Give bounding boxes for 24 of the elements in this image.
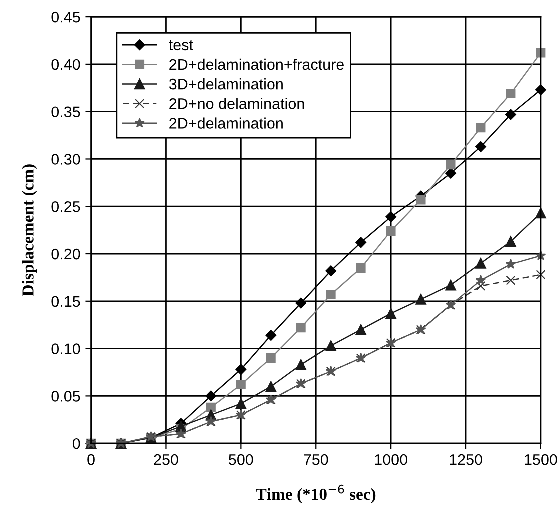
x-tick-label: 0 [88, 454, 95, 466]
x-tick-label: 1000 [375, 454, 408, 466]
y-tick-label: 0.30 [52, 154, 80, 165]
legend-label: 2D+no delamination [170, 98, 304, 110]
y-tick-label: 0 [72, 438, 80, 450]
x-tick-label: 1250 [450, 454, 482, 466]
legend-label: 2D+delamination+fracture [170, 58, 344, 70]
y-tick-label: 0.05 [52, 391, 80, 402]
legend-label: test [169, 40, 194, 51]
legend-label: 2D+delamination [170, 118, 283, 129]
x-tick-label: 250 [154, 454, 178, 466]
y-tick-label: 0.40 [52, 59, 80, 70]
y-tick-label: 0.25 [52, 201, 80, 212]
x-axis-title: Time (*10$^{−6}$ sec) [256, 484, 376, 504]
legend-label: 3D+delamination [169, 78, 283, 90]
y-tick-label: 0.15 [52, 296, 80, 308]
y-tick-label: 0.10 [52, 344, 80, 354]
y-tick-label: 0.35 [52, 106, 80, 118]
x-tick-label: 500 [229, 454, 254, 466]
x-tick-label: 750 [304, 454, 328, 466]
y-tick-label: 0.45 [52, 12, 80, 23]
y-axis-title: Displacement (cm) [22, 164, 38, 296]
x-tick-label: 1500 [525, 454, 558, 466]
y-tick-label: 0.20 [52, 248, 80, 260]
